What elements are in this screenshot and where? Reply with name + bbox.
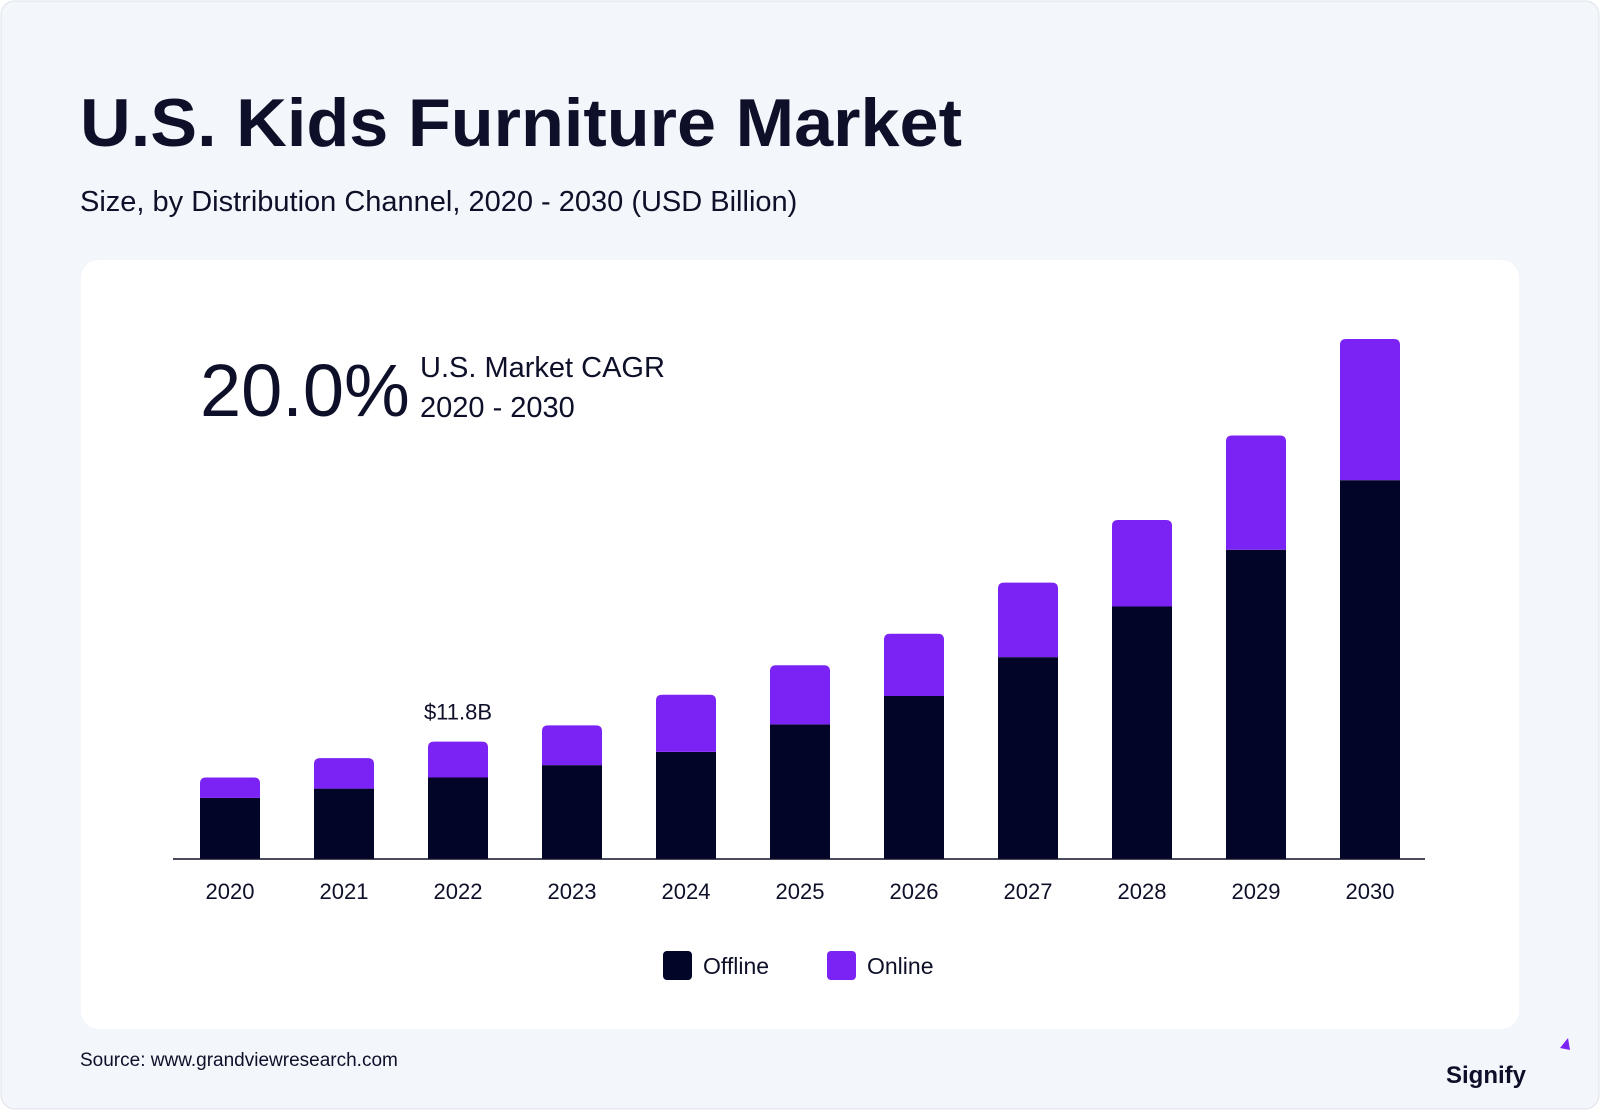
bar-segment <box>1112 519 1172 607</box>
source: Source: www.grandviewresearch.com <box>80 1050 398 1071</box>
bar-segment <box>770 724 830 859</box>
bar-segment <box>770 665 830 725</box>
x-tick-label: 2025 <box>776 879 825 904</box>
legend-label: Offline <box>703 953 769 979</box>
value-label: $11.8B <box>424 700 492 725</box>
bar-segment <box>428 777 488 859</box>
bar-segment <box>428 741 488 778</box>
bar-segment <box>884 633 944 696</box>
bar-segment <box>200 797 260 859</box>
legend-swatch <box>663 951 692 980</box>
bar-segment <box>314 788 374 859</box>
bar-segment <box>656 694 716 752</box>
cagr-period: 2020 - 2030 <box>420 392 575 424</box>
bar-segment <box>314 758 374 789</box>
x-tick-label: 2022 <box>434 879 483 904</box>
bar-segment <box>998 657 1058 859</box>
x-tick-label: 2030 <box>1346 879 1395 904</box>
x-tick-label: 2026 <box>890 879 939 904</box>
bar-segment <box>1340 480 1400 859</box>
cagr-value: 20.0% <box>200 349 410 432</box>
chart-title: U.S. Kids Furniture Market <box>80 85 962 161</box>
legend-label: Online <box>867 953 933 979</box>
x-tick-label: 2028 <box>1118 879 1167 904</box>
bar-segment <box>542 765 602 859</box>
bar-segment <box>1226 549 1286 859</box>
x-tick-label: 2024 <box>662 879 711 904</box>
x-tick-label: 2023 <box>548 879 597 904</box>
bar-segment <box>542 725 602 766</box>
brand: Signify <box>1446 1062 1527 1089</box>
x-tick-label: 2021 <box>320 879 369 904</box>
chart-subtitle: Size, by Distribution Channel, 2020 - 20… <box>80 186 797 218</box>
bar-segment <box>884 695 944 859</box>
bar-segment <box>998 582 1058 658</box>
x-tick-label: 2029 <box>1232 879 1281 904</box>
bar-segment <box>656 751 716 859</box>
bar-segment <box>1226 435 1286 550</box>
brand-icon <box>1560 1038 1570 1050</box>
bar-segment <box>1112 606 1172 859</box>
cagr-label: U.S. Market CAGR <box>420 352 665 384</box>
x-tick-label: 2020 <box>206 879 255 904</box>
bar-segment <box>1340 339 1400 481</box>
x-tick-label: 2027 <box>1004 879 1053 904</box>
legend-swatch <box>827 951 856 980</box>
bar-segment <box>200 777 260 798</box>
